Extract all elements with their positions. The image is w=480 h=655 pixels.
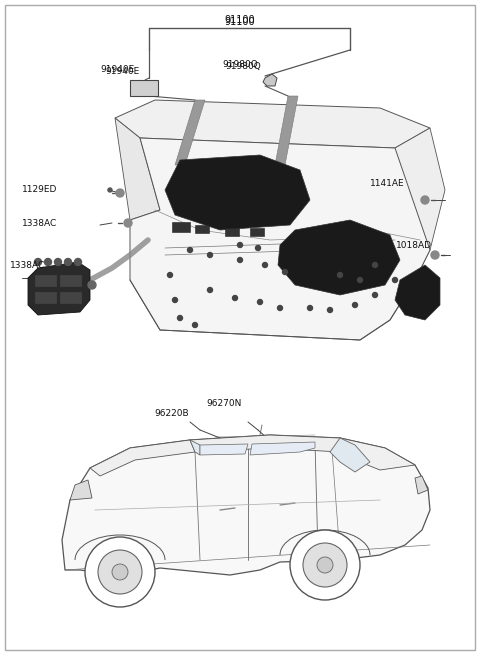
- Circle shape: [35, 259, 41, 265]
- Text: 91940E: 91940E: [100, 66, 134, 75]
- Text: 96220B: 96220B: [154, 409, 189, 417]
- Circle shape: [255, 246, 261, 250]
- Circle shape: [232, 295, 238, 301]
- Circle shape: [308, 305, 312, 310]
- Circle shape: [263, 263, 267, 267]
- Polygon shape: [330, 438, 370, 472]
- Polygon shape: [190, 435, 355, 452]
- Polygon shape: [370, 128, 445, 280]
- Circle shape: [88, 281, 96, 289]
- Circle shape: [55, 259, 61, 265]
- Text: 1018AD: 1018AD: [396, 240, 432, 250]
- Circle shape: [172, 297, 178, 303]
- Circle shape: [74, 259, 82, 265]
- Circle shape: [238, 257, 242, 263]
- Polygon shape: [165, 155, 310, 230]
- Circle shape: [207, 288, 213, 293]
- Circle shape: [358, 278, 362, 282]
- Polygon shape: [190, 440, 200, 455]
- Polygon shape: [200, 444, 248, 455]
- Polygon shape: [115, 100, 430, 148]
- Polygon shape: [263, 74, 277, 86]
- Polygon shape: [275, 96, 298, 165]
- Polygon shape: [115, 118, 160, 220]
- Text: 1129ED: 1129ED: [22, 185, 58, 195]
- Polygon shape: [395, 265, 440, 320]
- Circle shape: [327, 307, 333, 312]
- Circle shape: [64, 259, 72, 265]
- Circle shape: [317, 557, 333, 573]
- Circle shape: [188, 248, 192, 252]
- Circle shape: [372, 293, 377, 297]
- Bar: [225, 228, 239, 236]
- Bar: [195, 225, 209, 233]
- Text: 91100: 91100: [225, 15, 255, 25]
- Circle shape: [257, 299, 263, 305]
- Text: 96270N: 96270N: [206, 398, 241, 407]
- Text: 91980Q: 91980Q: [222, 60, 258, 69]
- Circle shape: [116, 189, 124, 197]
- Circle shape: [112, 564, 128, 580]
- Circle shape: [45, 259, 51, 265]
- Text: 1338AC: 1338AC: [10, 261, 45, 269]
- Circle shape: [277, 305, 283, 310]
- Polygon shape: [90, 440, 195, 476]
- Bar: [60, 275, 82, 287]
- Polygon shape: [28, 262, 90, 315]
- Polygon shape: [70, 480, 92, 500]
- Circle shape: [85, 537, 155, 607]
- Text: 91100: 91100: [225, 17, 255, 27]
- Circle shape: [290, 530, 360, 600]
- Bar: [130, 80, 158, 96]
- Circle shape: [431, 251, 439, 259]
- Bar: [35, 275, 57, 287]
- Text: 91980Q: 91980Q: [225, 62, 261, 71]
- Polygon shape: [250, 442, 315, 455]
- Bar: [60, 292, 82, 304]
- Text: 1338AC: 1338AC: [22, 219, 57, 227]
- Text: 1141AE: 1141AE: [370, 179, 405, 187]
- Circle shape: [393, 278, 397, 282]
- Circle shape: [192, 322, 197, 328]
- Polygon shape: [340, 438, 415, 470]
- Polygon shape: [175, 100, 205, 165]
- Circle shape: [352, 303, 358, 307]
- Circle shape: [238, 242, 242, 248]
- Circle shape: [98, 550, 142, 594]
- Bar: [35, 292, 57, 304]
- Circle shape: [108, 188, 112, 192]
- Polygon shape: [62, 435, 430, 575]
- Circle shape: [283, 269, 288, 274]
- Bar: [250, 228, 264, 236]
- Text: 91940E: 91940E: [105, 67, 139, 77]
- Circle shape: [178, 316, 182, 320]
- Circle shape: [421, 196, 429, 204]
- Circle shape: [303, 543, 347, 587]
- Circle shape: [124, 219, 132, 227]
- Circle shape: [168, 272, 172, 278]
- Polygon shape: [278, 220, 400, 295]
- Circle shape: [337, 272, 343, 278]
- Polygon shape: [130, 138, 430, 340]
- Polygon shape: [415, 476, 428, 494]
- Circle shape: [207, 252, 213, 257]
- Circle shape: [372, 263, 377, 267]
- Bar: [172, 222, 190, 232]
